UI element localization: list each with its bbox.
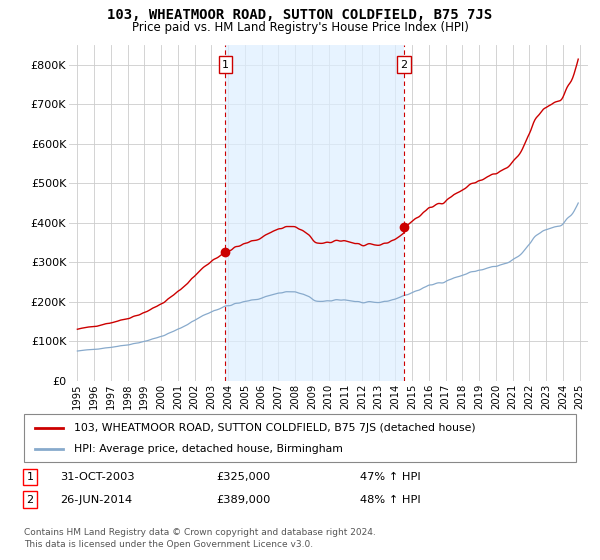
Text: 2: 2 <box>26 494 34 505</box>
Text: 47% ↑ HPI: 47% ↑ HPI <box>360 472 421 482</box>
FancyBboxPatch shape <box>24 414 576 462</box>
Text: £325,000: £325,000 <box>216 472 270 482</box>
Text: 31-OCT-2003: 31-OCT-2003 <box>60 472 134 482</box>
Text: HPI: Average price, detached house, Birmingham: HPI: Average price, detached house, Birm… <box>74 444 343 454</box>
Text: 1: 1 <box>26 472 34 482</box>
Text: 1: 1 <box>222 59 229 69</box>
Bar <box>225 45 404 381</box>
Text: Contains HM Land Registry data © Crown copyright and database right 2024.: Contains HM Land Registry data © Crown c… <box>24 528 376 536</box>
Text: £389,000: £389,000 <box>216 494 271 505</box>
Text: 26-JUN-2014: 26-JUN-2014 <box>60 494 132 505</box>
Text: 103, WHEATMOOR ROAD, SUTTON COLDFIELD, B75 7JS: 103, WHEATMOOR ROAD, SUTTON COLDFIELD, B… <box>107 8 493 22</box>
Text: 103, WHEATMOOR ROAD, SUTTON COLDFIELD, B75 7JS (detached house): 103, WHEATMOOR ROAD, SUTTON COLDFIELD, B… <box>74 423 475 433</box>
Text: 2: 2 <box>400 59 407 69</box>
Text: 48% ↑ HPI: 48% ↑ HPI <box>360 494 421 505</box>
Text: This data is licensed under the Open Government Licence v3.0.: This data is licensed under the Open Gov… <box>24 540 313 549</box>
Text: Price paid vs. HM Land Registry's House Price Index (HPI): Price paid vs. HM Land Registry's House … <box>131 21 469 34</box>
